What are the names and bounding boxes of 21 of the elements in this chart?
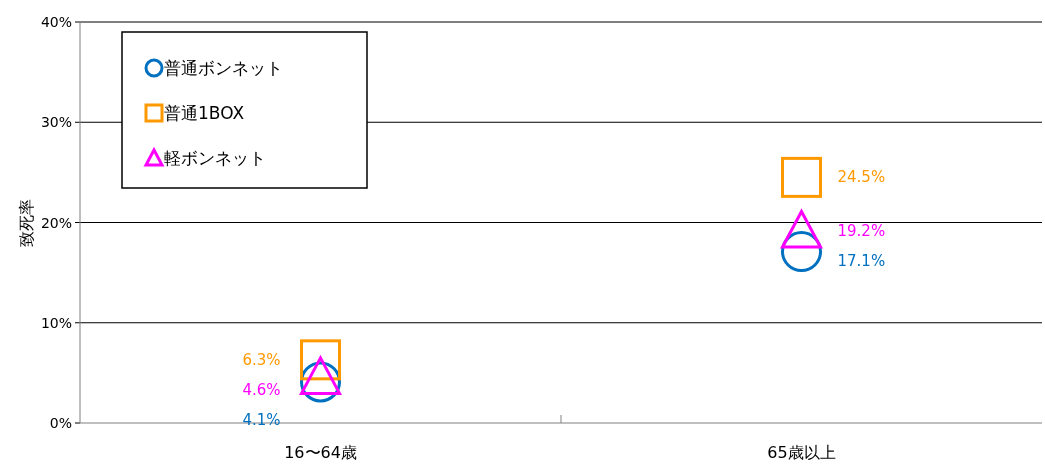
y-tick-label: 20% <box>40 214 72 231</box>
data-label: 24.5% <box>837 168 886 187</box>
y-tick-label: 40% <box>40 14 72 30</box>
legend-label: 普通ボンネット <box>164 58 283 78</box>
data-label: 4.1% <box>242 410 281 429</box>
data-label: 17.1% <box>837 251 886 270</box>
point <box>300 356 341 395</box>
y-tick-label: 30% <box>40 114 72 131</box>
y-tick-label: 0% <box>49 415 72 431</box>
y-tick-label: 10% <box>40 314 72 331</box>
legend-label: 軽ボンネット <box>164 148 266 168</box>
point <box>300 339 341 381</box>
y-axis-title: 致死率 <box>17 198 36 247</box>
data-label: 19.2% <box>837 221 886 240</box>
legend-label: 普通1BOX <box>164 103 245 123</box>
x-tick-label: 65歳以上 <box>767 443 836 462</box>
data-label: 4.6% <box>242 380 281 399</box>
x-tick-label: 16〜64歳 <box>284 443 357 462</box>
point <box>781 210 822 249</box>
point <box>781 156 822 198</box>
data-label: 6.3% <box>242 350 281 369</box>
